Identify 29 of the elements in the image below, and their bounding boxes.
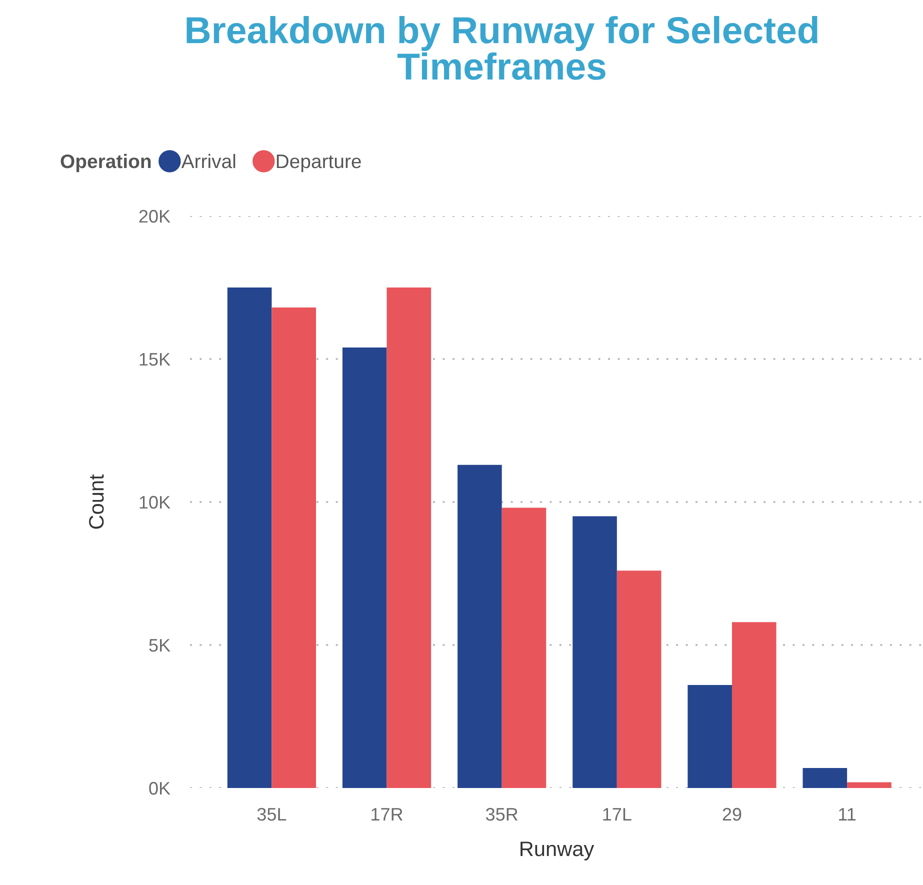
y-tick-label: 15K xyxy=(140,353,170,366)
bar xyxy=(732,622,776,788)
legend-label: Arrival xyxy=(181,154,236,168)
x-tick-label: 17L xyxy=(603,808,632,821)
y-tick-label: 20K xyxy=(139,210,170,223)
bar xyxy=(572,516,617,788)
bar xyxy=(616,570,662,788)
y-axis-title: Count xyxy=(89,474,104,529)
bar xyxy=(458,464,502,788)
x-tick-label: 29 xyxy=(722,808,742,821)
bar xyxy=(386,288,432,788)
x-tick-label: 35L xyxy=(257,808,286,821)
bar xyxy=(688,685,732,788)
y-tick-label: 5K xyxy=(149,639,170,652)
legend-title: Operation xyxy=(60,154,151,172)
chart-title: Breakdown by Runway for Selected Timeframes xyxy=(186,16,818,80)
x-tick-label: 11 xyxy=(839,808,856,821)
bar xyxy=(272,308,316,788)
bar xyxy=(847,782,892,788)
y-tick-label: 0K xyxy=(149,782,170,795)
x-tick-label: 17R xyxy=(372,808,402,821)
bar xyxy=(227,288,272,788)
bar xyxy=(502,508,546,788)
bar xyxy=(802,768,848,788)
y-tick-label: 10K xyxy=(140,496,170,509)
x-tick-label: 35R xyxy=(486,808,518,821)
x-axis-title: Runway xyxy=(520,842,594,860)
bar xyxy=(342,348,387,788)
legend-label: Departure xyxy=(276,154,361,172)
